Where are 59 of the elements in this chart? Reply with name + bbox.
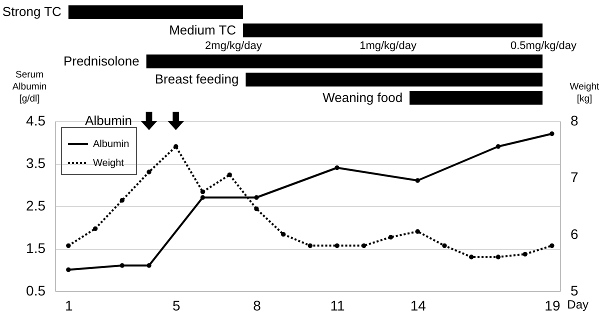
x-tick-label: 1 [65,298,74,314]
point [120,198,124,203]
point [66,267,71,272]
point [254,195,259,200]
y-tick-label: 3.5 [26,155,46,171]
y-axis-title: Serum Albumin [g/dl] [12,70,47,104]
x-tick-label: 11 [330,298,346,314]
y2-tick-label: 6 [570,226,578,242]
y-tick-label: 4.5 [26,112,46,128]
y2-tick-label: 8 [570,112,578,128]
annotation: 2mg/kg/day [205,40,262,52]
annotation: Albumin [85,113,132,128]
point [174,144,178,149]
y-tick-label: 1.5 [26,240,46,256]
point [550,131,554,136]
point [92,226,98,232]
point [496,254,501,260]
legend-label: Weight [93,158,124,169]
point [140,112,158,130]
x-tick-label: 14 [410,298,426,314]
point [227,172,232,178]
point [496,144,501,149]
point [200,189,206,194]
point [415,178,420,183]
point [522,252,528,257]
point [550,243,554,248]
point [254,206,259,212]
category-label: Strong TC [2,4,62,20]
category-label: Weaning food [322,90,403,105]
x-axis-title: Day [567,298,588,312]
point [200,195,206,200]
point [168,112,184,130]
point [146,263,152,268]
y2-tick-label: 7 [570,169,578,186]
point [362,243,366,248]
point [415,229,420,234]
point [442,243,447,248]
y-tick-label: 2.5 [26,198,46,214]
point [146,170,152,174]
annotation: 1mg/kg/day [360,40,417,52]
annotation: 0.5mg/kg/day [510,40,578,52]
x-tick-label: 8 [253,298,262,314]
x-tick-label: 19 [544,298,560,314]
point [280,232,286,237]
legend-label: Albumin [93,139,130,150]
point [334,165,340,170]
category-label: Breast feeding [154,72,239,87]
x-tick-label: 5 [172,298,180,314]
y-tick-label: 0.5 [26,282,46,298]
category-label: Prednisolone [63,53,140,68]
point [120,263,124,268]
point [388,234,394,240]
point [469,254,474,260]
y2-axis-title: Weight [kg] [570,82,600,104]
y2-tick-label: 5 [570,282,578,298]
point [66,243,71,248]
category-label: Medium TC [169,22,236,38]
point [308,243,313,248]
point [334,243,340,248]
